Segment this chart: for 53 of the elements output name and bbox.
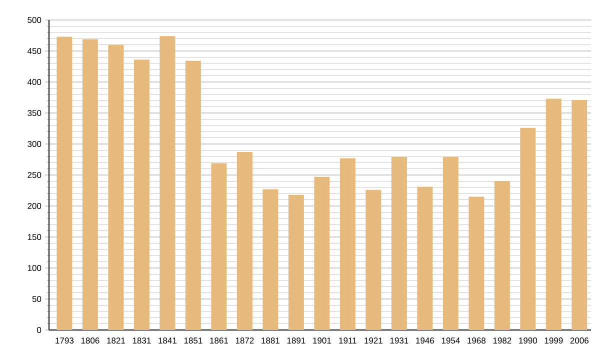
y-tick-label: 0 [37,327,42,334]
x-tick-label: 1999 [544,338,563,344]
y-tick-label: 100 [28,265,42,272]
y-tick-label: 450 [27,48,42,54]
bar [468,196,484,330]
x-tick-label: 1881 [262,338,280,344]
y-tick-label: 400 [27,79,42,86]
bar [572,100,588,330]
x-tick-label: 2006 [570,338,588,344]
bar [520,128,536,330]
y-tick-label: 300 [28,141,42,148]
x-tick-label: 1968 [468,338,486,344]
bar [82,39,98,330]
x-tick-label: 1831 [132,338,151,344]
x-tick-label: 1911 [339,338,356,344]
bar [134,60,150,330]
x-tick-label: 1982 [493,338,512,344]
bar [288,194,304,330]
x-tick-label: 1806 [81,338,100,344]
x-tick-label: 1821 [107,338,125,344]
x-tick-label: 1990 [519,338,538,344]
bar [366,190,382,330]
bar [108,44,124,330]
x-tick-label: 1861 [210,338,228,344]
bar [546,98,562,330]
bar [340,158,356,330]
x-tick-label: 1851 [184,338,202,344]
bar [314,176,330,330]
x-tick-label: 1901 [313,338,331,344]
x-tick-label: 1954 [442,338,460,344]
bar [391,157,407,330]
bar [417,186,433,330]
x-tick-label: 1891 [287,338,306,344]
y-tick-label: 350 [28,110,42,116]
y-tick-label: 250 [28,172,42,178]
bar [56,36,72,330]
bar [442,157,458,330]
x-tick-label: 1946 [416,338,434,344]
bar [211,163,227,330]
bar [262,189,278,330]
bar [160,36,176,330]
x-tick-label: 1793 [56,338,74,344]
x-tick-label: 1921 [364,338,382,344]
bar [494,181,510,330]
x-tick-label: 1841 [158,338,176,344]
y-tick-label: 500 [28,17,42,24]
x-tick-label: 1872 [236,338,254,344]
x-tick-label: 1931 [390,338,408,344]
bar [236,152,252,330]
y-tick-label: 150 [28,234,42,240]
y-tick-label: 200 [28,203,42,210]
y-tick-label: 50 [32,296,42,302]
bar [185,60,201,330]
